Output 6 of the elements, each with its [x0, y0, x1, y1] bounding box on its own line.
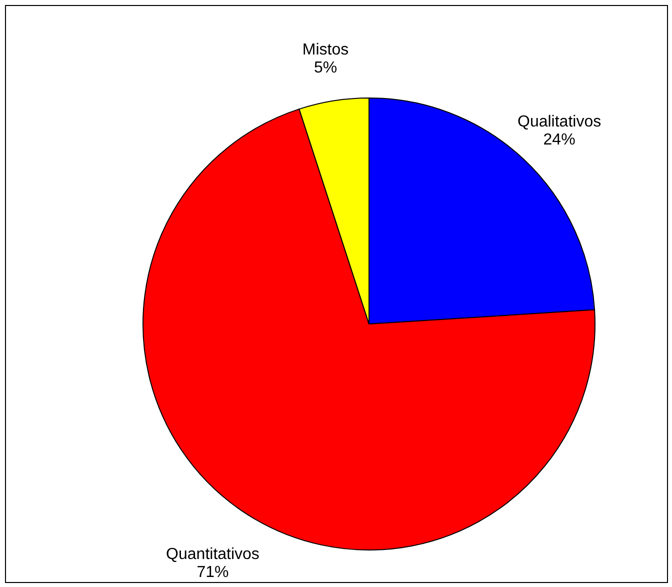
slice-label: Quantitativos [166, 546, 260, 563]
data-label: 71% [196, 564, 229, 581]
data-label: 5% [314, 59, 338, 76]
data-label: 24% [543, 131, 576, 148]
slice-label: Qualitativos [518, 113, 602, 130]
slice-label: Mistos [302, 41, 349, 58]
